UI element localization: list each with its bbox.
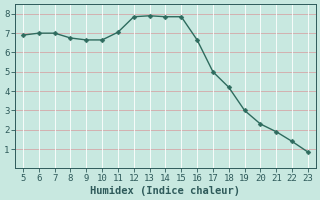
X-axis label: Humidex (Indice chaleur): Humidex (Indice chaleur)	[91, 186, 240, 196]
